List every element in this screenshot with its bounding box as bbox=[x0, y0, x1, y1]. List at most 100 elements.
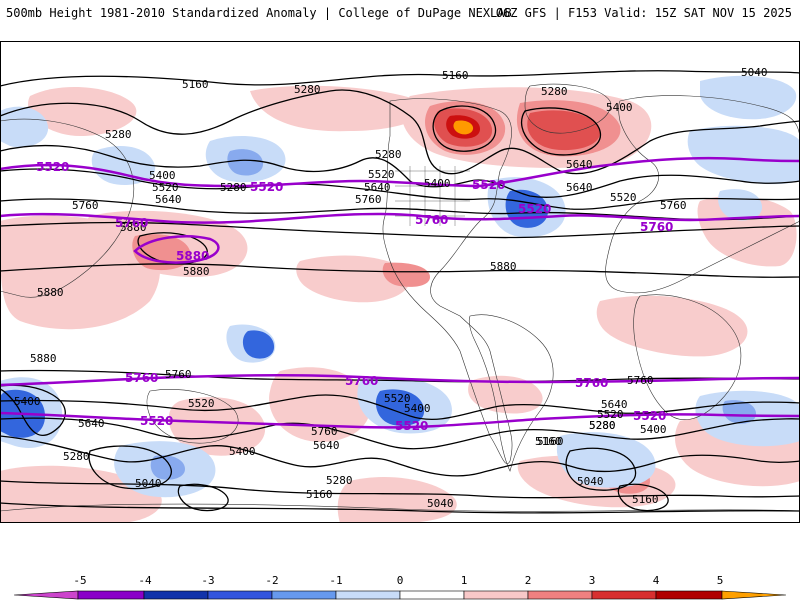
contour-label: 5760 bbox=[311, 425, 338, 438]
contour-label: 5640 bbox=[601, 398, 628, 411]
reference-label: 5760 bbox=[640, 220, 673, 234]
contour-label: 5640 bbox=[566, 181, 593, 194]
contour-label: 5400 bbox=[149, 169, 176, 182]
anomaly-positive-area bbox=[250, 85, 426, 132]
colorbar-tick-label: -4 bbox=[138, 574, 152, 587]
reference-label: 5520 bbox=[518, 202, 551, 216]
contour-5760-south bbox=[0, 373, 800, 387]
anomaly-colorbar: -5 -4 -3 -2 -1 0 1 2 3 4 5 bbox=[0, 570, 800, 600]
contour-label: 5520 bbox=[188, 397, 215, 410]
map-panel[interactable]: 5160 5280 5160 5040 5280 5400 5280 5400 … bbox=[0, 41, 800, 523]
anomaly-negative-area bbox=[242, 330, 275, 359]
colorbar-segment bbox=[527, 590, 593, 600]
contour-label: 5760 bbox=[627, 374, 654, 387]
contour-label: 5400 bbox=[606, 101, 633, 114]
colorbar-tick-label: -5 bbox=[73, 574, 86, 587]
colorbar-segment bbox=[271, 590, 337, 600]
colorbar-tick-label: 1 bbox=[461, 574, 468, 587]
contour-label: 5280 bbox=[294, 83, 321, 96]
contour-label: 5040 bbox=[577, 475, 604, 488]
contour-label: 5880 bbox=[183, 265, 210, 278]
map-svg: 5160 5280 5160 5040 5280 5400 5280 5400 … bbox=[0, 41, 800, 523]
anomaly-negative-area bbox=[722, 400, 757, 424]
contour-label: 5040 bbox=[741, 66, 768, 79]
colorbar-segment bbox=[591, 590, 657, 600]
contour-label-group: 5160 5280 5160 5040 5280 5400 5280 5400 … bbox=[10, 66, 768, 523]
contour-label: 5400 bbox=[424, 177, 451, 190]
purple-label-group: 5520 5520 5520 5520 5760 5760 5760 5880 … bbox=[36, 160, 673, 433]
anomaly-positive-area bbox=[453, 120, 474, 135]
colorbar-segment bbox=[399, 590, 465, 600]
contour-label: 5520 bbox=[610, 191, 637, 204]
colorbar-min-arrow bbox=[13, 590, 79, 600]
reference-label: 5520 bbox=[395, 419, 428, 433]
model-run-info: 06Z GFS | F153 Valid: 15Z SAT NOV 15 202… bbox=[495, 6, 792, 20]
contour-label: 5640 bbox=[78, 417, 105, 430]
colorbar-tick-label: 0 bbox=[397, 574, 404, 587]
contour-label: 5760 bbox=[72, 199, 99, 212]
contour-label: 5880 bbox=[120, 221, 147, 234]
contour-label: 5280 bbox=[541, 85, 568, 98]
anomaly-negative-area bbox=[687, 125, 800, 185]
contour-label: 5640 bbox=[155, 193, 182, 206]
contour-label: 5280 bbox=[220, 181, 247, 194]
contour-label: 5400 bbox=[640, 423, 667, 436]
reference-label: 5520 bbox=[472, 178, 505, 192]
contour-label: 5160 bbox=[182, 78, 209, 91]
reference-label: 5520 bbox=[250, 180, 283, 194]
australia-outline bbox=[146, 389, 239, 444]
contour-label: 5760 bbox=[165, 368, 192, 381]
contour-label: 5640 bbox=[566, 158, 593, 171]
contour-label: 5280 bbox=[375, 148, 402, 161]
reference-label: 5760 bbox=[575, 376, 608, 390]
contour-label: 5520 bbox=[152, 181, 179, 194]
colorbar-tick-label: 2 bbox=[525, 574, 532, 587]
reference-label: 5760 bbox=[415, 213, 448, 227]
colorbar-segments bbox=[13, 590, 787, 600]
contour-label: 5280 bbox=[105, 128, 132, 141]
contour-label: 5280 bbox=[326, 474, 353, 487]
colorbar-segment bbox=[463, 590, 529, 600]
contour-label: 5400 bbox=[404, 402, 431, 415]
contour-5520-south bbox=[0, 411, 800, 429]
anomaly-negative-area bbox=[227, 149, 264, 176]
anomaly-negative-area bbox=[700, 75, 797, 120]
reference-contours bbox=[0, 156, 800, 429]
contour-5880 bbox=[133, 235, 220, 264]
colorbar-ticks: -5 -4 -3 -2 -1 0 1 2 3 4 5 bbox=[73, 574, 723, 587]
anomaly-positive-area bbox=[296, 255, 411, 303]
colorbar-tick-label: -2 bbox=[265, 574, 278, 587]
contour-label: 5280 bbox=[589, 419, 616, 432]
contour-5760-north bbox=[0, 212, 800, 224]
contour-label: 5160 bbox=[537, 435, 564, 448]
contour-label: 5280 bbox=[63, 450, 90, 463]
anomaly-positive-area bbox=[697, 195, 797, 267]
asia-pacific-outline bbox=[0, 118, 134, 298]
reference-label: 5520 bbox=[140, 414, 173, 428]
colorbar-segment bbox=[335, 590, 401, 600]
colorbar-segment bbox=[77, 590, 145, 600]
colorbar-tick-label: -1 bbox=[329, 574, 342, 587]
contour-label: 5880 bbox=[490, 260, 517, 273]
contour-label: 5040 bbox=[427, 497, 454, 510]
eurasia-outline bbox=[605, 95, 800, 294]
reference-label: 5760 bbox=[345, 374, 378, 388]
contour-label: 5400 bbox=[14, 395, 41, 408]
reference-label: 5760 bbox=[125, 371, 158, 385]
map-title: 500mb Height 1981-2010 Standardized Anom… bbox=[6, 6, 512, 20]
contour-label: 5880 bbox=[37, 286, 64, 299]
anomaly-negative-area bbox=[718, 189, 763, 221]
anomaly-shading bbox=[0, 75, 800, 523]
reference-label: 5520 bbox=[633, 409, 666, 423]
contour-label: 5880 bbox=[30, 352, 57, 365]
anomaly-negative-area bbox=[556, 432, 656, 488]
colorbar-tick-label: 3 bbox=[589, 574, 596, 587]
anomaly-positive-area bbox=[596, 295, 748, 357]
antarctica-outline bbox=[0, 503, 800, 512]
contour-label: 5160 bbox=[632, 493, 659, 506]
reference-label: 5520 bbox=[36, 160, 69, 174]
colorbar-segment bbox=[207, 590, 273, 600]
colorbar-segment bbox=[143, 590, 209, 600]
anomaly-negative-area bbox=[150, 455, 185, 480]
colorbar-tick-label: 5 bbox=[717, 574, 724, 587]
